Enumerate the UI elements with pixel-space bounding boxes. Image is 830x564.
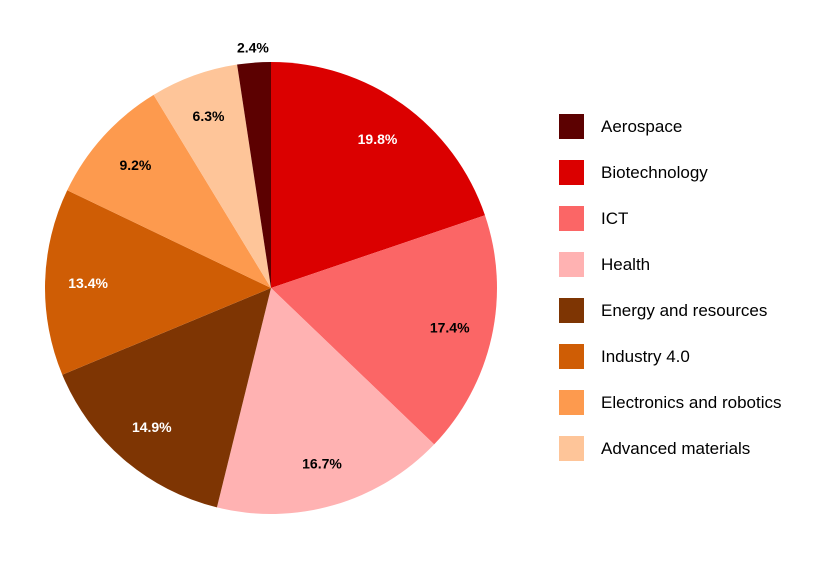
- pie-slice-ict[interactable]: [271, 215, 497, 445]
- legend-item-ict[interactable]: ICT: [559, 206, 781, 231]
- legend-item-electronics-and-robotics[interactable]: Electronics and robotics: [559, 390, 781, 415]
- legend-label-health: Health: [601, 254, 651, 274]
- legend-item-industry-4-0[interactable]: Industry 4.0: [559, 344, 781, 369]
- pie-slice-value-label-health: 16.7%: [302, 456, 342, 472]
- legend-label-ict: ICT: [601, 208, 629, 228]
- legend-label-biotechnology: Biotechnology: [601, 162, 708, 182]
- legend-swatch-advanced-materials: [559, 436, 584, 461]
- legend-label-aerospace: Aerospace: [601, 116, 683, 136]
- legend-label-industry-4-0: Industry 4.0: [601, 346, 690, 366]
- pie-slice-energy-and-resources[interactable]: [62, 288, 271, 508]
- legend-swatch-biotechnology: [559, 160, 584, 185]
- pie-slice-value-label-ict: 17.4%: [430, 320, 470, 336]
- legend-label-electronics-and-robotics: Electronics and robotics: [601, 392, 782, 412]
- legend-swatch-ict: [559, 206, 584, 231]
- pie-slice-value-label-energy-and-resources: 14.9%: [132, 419, 172, 435]
- legend-swatch-energy-and-resources: [559, 298, 584, 323]
- pie-slice-value-label-industry-4-0: 13.4%: [68, 275, 108, 291]
- legend-swatch-electronics-and-robotics: [559, 390, 584, 415]
- legend-label-energy-and-resources: Energy and resources: [601, 300, 768, 320]
- pie-slice-aerospace[interactable]: [237, 62, 271, 288]
- pie-slice-biotechnology[interactable]: [271, 62, 485, 288]
- legend-label-advanced-materials: Advanced materials: [601, 438, 751, 458]
- pie-slice-value-label-electronics-and-robotics: 9.2%: [119, 157, 151, 173]
- legend-item-health[interactable]: Health: [559, 252, 781, 277]
- legend-swatch-health: [559, 252, 584, 277]
- legend: Aerospace Biotechnology ICT Health Energy an…: [559, 114, 781, 461]
- pie-slice-value-label-biotechnology: 19.8%: [358, 131, 398, 147]
- pie-slice-advanced-materials[interactable]: [153, 64, 271, 288]
- legend-item-biotechnology[interactable]: Biotechnology: [559, 160, 781, 185]
- pie-slice-value-label-aerospace: 2.4%: [237, 40, 269, 56]
- legend-item-energy-and-resources[interactable]: Energy and resources: [559, 298, 781, 323]
- legend-item-advanced-materials[interactable]: Advanced materials: [559, 436, 781, 461]
- pie-slice-value-label-advanced-materials: 6.3%: [193, 108, 225, 124]
- pie-slice-industry-4-0[interactable]: [44, 190, 271, 375]
- legend-swatch-industry-4-0: [559, 344, 584, 369]
- legend-item-aerospace[interactable]: Aerospace: [559, 114, 781, 139]
- pie-slice-health[interactable]: [216, 288, 435, 514]
- pie-slice-electronics-and-robotics[interactable]: [67, 94, 271, 289]
- legend-swatch-aerospace: [559, 114, 584, 139]
